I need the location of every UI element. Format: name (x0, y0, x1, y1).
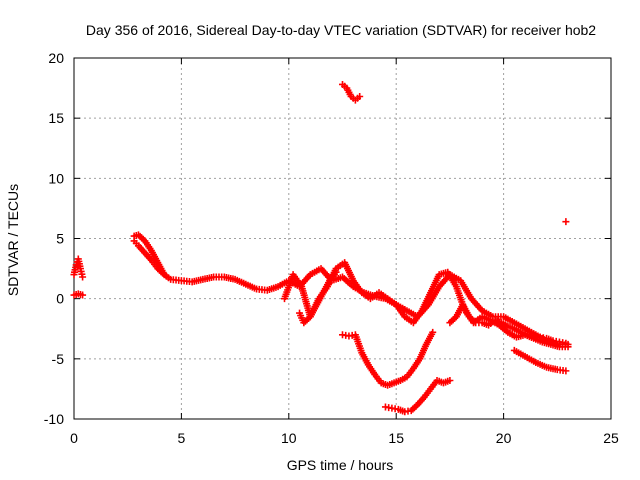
x-tick-label: 20 (496, 430, 512, 446)
x-tick-label: 5 (178, 430, 186, 446)
series-trace-f (296, 268, 340, 327)
y-tick-label: -10 (44, 411, 64, 427)
y-tick-label: -5 (52, 351, 65, 367)
series-trace-i (339, 80, 364, 104)
x-tick-label: 10 (281, 430, 297, 446)
y-tick-label: 10 (48, 170, 64, 186)
data-point (446, 376, 454, 384)
data-point (332, 268, 340, 276)
series-trace-a (70, 255, 87, 281)
y-axis-label: SDTVAR / TECUs (5, 184, 21, 296)
series-trace-j (510, 346, 570, 375)
x-tick-labels: 0 5 10 15 20 25 (70, 430, 619, 446)
axis-ticks (73, 57, 612, 420)
series-trace-h (381, 376, 454, 416)
series-trace-g (339, 328, 437, 389)
data-point (79, 291, 87, 299)
data-point (160, 271, 168, 279)
y-tick-label: 15 (48, 110, 64, 126)
data-point (562, 367, 570, 375)
data-point (356, 93, 364, 101)
x-tick-label: 15 (388, 430, 404, 446)
data-point (564, 343, 572, 351)
y-tick-label: 5 (56, 231, 64, 247)
data-points (70, 80, 572, 416)
y-tick-label: 20 (48, 50, 64, 66)
x-tick-label: 25 (603, 430, 619, 446)
series-trace-d (130, 237, 168, 279)
y-tick-label: 0 (56, 291, 64, 307)
series-trace-k (446, 301, 570, 347)
data-point (562, 339, 570, 347)
data-point (79, 273, 87, 281)
series-outlier (562, 218, 570, 226)
grid-lines (74, 58, 611, 419)
series-trace-b (70, 290, 87, 299)
y-tick-labels: -10 -5 0 5 10 15 20 (44, 50, 64, 427)
data-point (429, 328, 437, 336)
x-tick-label: 0 (70, 430, 78, 446)
data-point (562, 218, 570, 226)
chart-title: Day 356 of 2016, Sidereal Day-to-day VTE… (86, 22, 596, 38)
x-axis-label: GPS time / hours (287, 457, 394, 473)
